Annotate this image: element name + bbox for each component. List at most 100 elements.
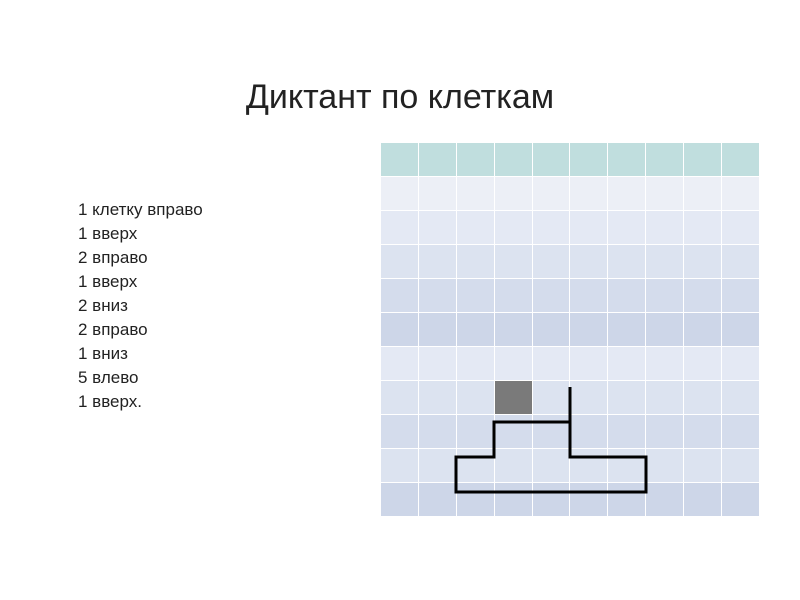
grid-cell xyxy=(722,381,760,415)
grid-cell xyxy=(494,279,532,313)
grid-cell xyxy=(646,177,684,211)
grid-cell xyxy=(646,347,684,381)
grid-row xyxy=(381,279,760,313)
grid-cell xyxy=(608,245,646,279)
grid-cell xyxy=(381,347,419,381)
page-root: Диктант по клеткам 1 клетку вправо1 ввер… xyxy=(0,0,800,600)
grid-cell xyxy=(532,347,570,381)
grid-cell xyxy=(532,245,570,279)
grid-cell xyxy=(381,245,419,279)
grid-cell xyxy=(456,177,494,211)
grid-cell xyxy=(608,449,646,483)
grid-cell xyxy=(418,313,456,347)
grid-cell xyxy=(646,245,684,279)
grid-cell xyxy=(494,245,532,279)
grid-cell xyxy=(646,483,684,517)
grid-cell xyxy=(532,381,570,415)
grid-cell xyxy=(494,347,532,381)
grid-row xyxy=(381,381,760,415)
grid-row xyxy=(381,177,760,211)
instruction-line: 1 вверх xyxy=(78,222,203,246)
grid-cell xyxy=(570,143,608,177)
grid-cell xyxy=(381,177,419,211)
grid-cell xyxy=(418,415,456,449)
grid-cell xyxy=(381,143,419,177)
grid-cell xyxy=(570,449,608,483)
grid-cell xyxy=(532,415,570,449)
grid-cell xyxy=(684,449,722,483)
grid-cell xyxy=(722,483,760,517)
grid-cell xyxy=(684,313,722,347)
grid-cell xyxy=(456,211,494,245)
grid-cell xyxy=(646,143,684,177)
grid-cell xyxy=(532,449,570,483)
grid-cell xyxy=(646,279,684,313)
grid-cell xyxy=(570,313,608,347)
grid-cell xyxy=(418,245,456,279)
grid-cell xyxy=(456,381,494,415)
grid-cell xyxy=(532,279,570,313)
grid-cell xyxy=(418,483,456,517)
grid-cell xyxy=(494,313,532,347)
grid-cell xyxy=(608,415,646,449)
grid-cell xyxy=(722,245,760,279)
grid-cell xyxy=(418,177,456,211)
grid-cell xyxy=(646,415,684,449)
grid-row xyxy=(381,347,760,381)
instruction-line: 1 вниз xyxy=(78,342,203,366)
grid-cell xyxy=(608,177,646,211)
grid-cell xyxy=(418,347,456,381)
grid-cell xyxy=(608,313,646,347)
grid-cell xyxy=(418,143,456,177)
instruction-line: 5 влево xyxy=(78,366,203,390)
grid-cell xyxy=(608,279,646,313)
cell-grid xyxy=(380,142,760,517)
page-title: Диктант по клеткам xyxy=(0,78,800,117)
grid-cell xyxy=(608,143,646,177)
grid-cell xyxy=(570,415,608,449)
grid-cell xyxy=(381,483,419,517)
grid-cell xyxy=(608,483,646,517)
grid-cell xyxy=(684,211,722,245)
grid-cell xyxy=(381,313,419,347)
grid-body xyxy=(381,143,760,517)
grid-cell xyxy=(381,279,419,313)
grid-cell xyxy=(608,347,646,381)
grid-cell xyxy=(456,313,494,347)
grid-cell xyxy=(532,143,570,177)
grid-cell xyxy=(381,381,419,415)
grid-cell xyxy=(722,313,760,347)
grid-cell xyxy=(456,483,494,517)
grid-cell xyxy=(722,415,760,449)
grid-cell xyxy=(418,381,456,415)
instruction-line: 2 вправо xyxy=(78,246,203,270)
grid-cell xyxy=(532,483,570,517)
grid-cell xyxy=(570,347,608,381)
grid-row xyxy=(381,211,760,245)
grid-cell xyxy=(570,279,608,313)
grid-cell xyxy=(646,449,684,483)
grid-cell xyxy=(494,449,532,483)
grid-cell xyxy=(722,347,760,381)
grid-cell xyxy=(381,449,419,483)
grid-cell xyxy=(456,415,494,449)
grid-cell xyxy=(608,381,646,415)
grid-cell xyxy=(456,279,494,313)
grid-cell xyxy=(684,245,722,279)
grid-cell xyxy=(494,211,532,245)
grid-cell xyxy=(570,211,608,245)
grid-cell xyxy=(418,279,456,313)
grid-cell xyxy=(532,177,570,211)
grid-cell xyxy=(381,211,419,245)
instruction-line: 1 вверх. xyxy=(78,390,203,414)
grid-row xyxy=(381,415,760,449)
grid-cell xyxy=(418,211,456,245)
grid-cell xyxy=(570,245,608,279)
grid-row xyxy=(381,245,760,279)
grid-row xyxy=(381,313,760,347)
grid-cell xyxy=(456,449,494,483)
grid-cell xyxy=(646,211,684,245)
grid-cell xyxy=(494,177,532,211)
grid-cell xyxy=(456,245,494,279)
grid-cell xyxy=(684,143,722,177)
